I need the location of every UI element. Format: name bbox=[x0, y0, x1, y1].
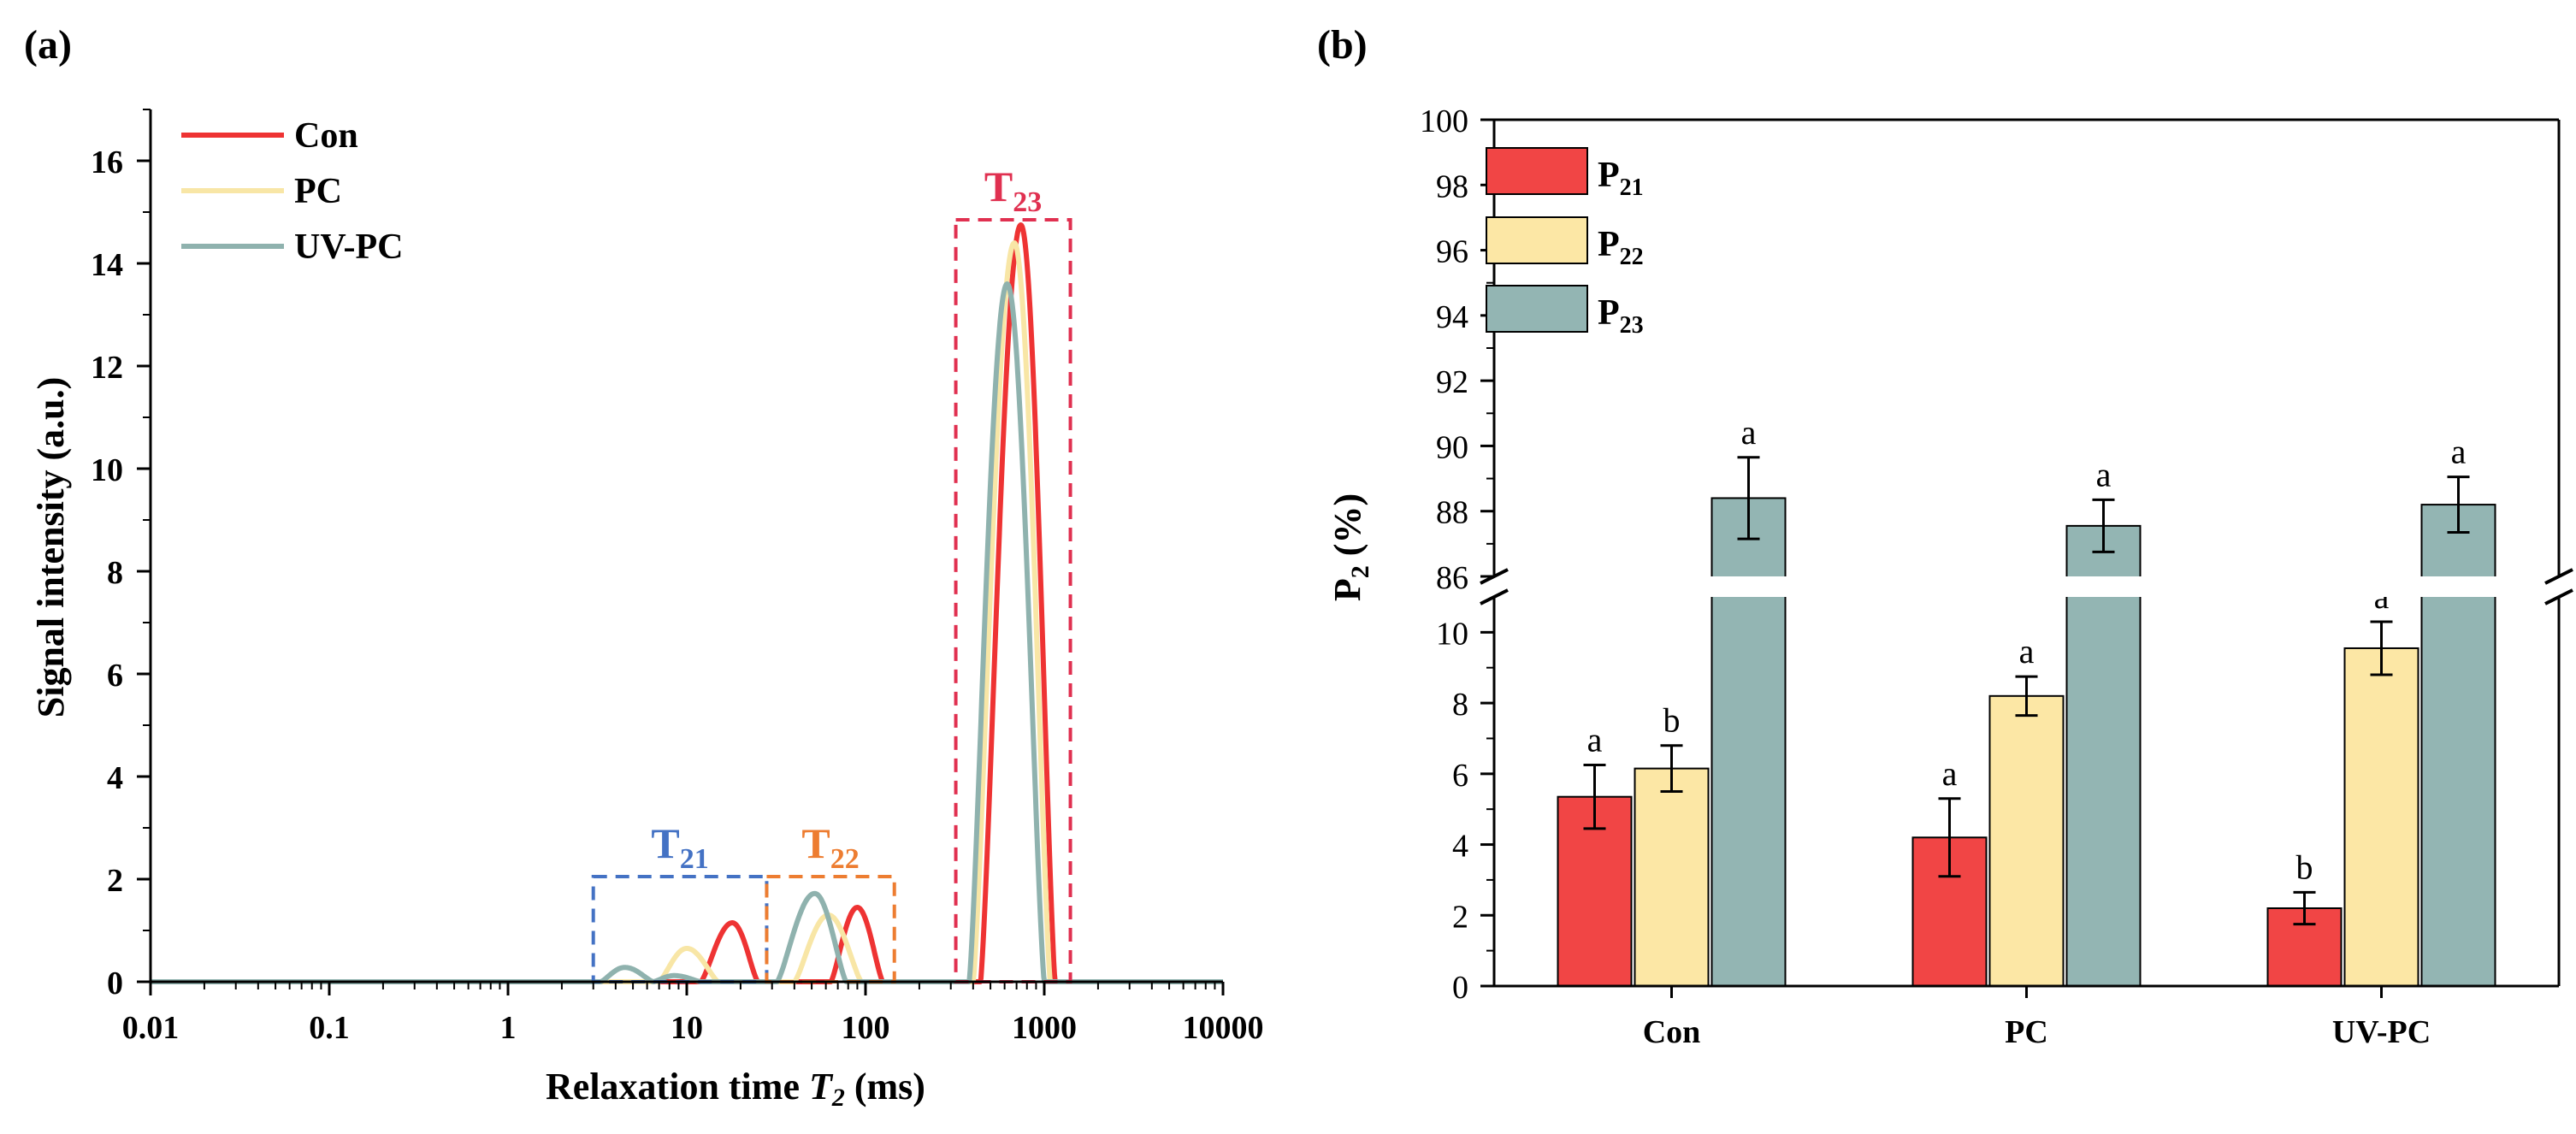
y-tick-label: 14 bbox=[91, 247, 123, 283]
y-tick-label: 6 bbox=[1452, 758, 1468, 794]
bar-con-p22 bbox=[1634, 767, 1710, 988]
legend-label-p21: P21 bbox=[1598, 156, 1644, 201]
y-tick-label: 92 bbox=[1436, 364, 1468, 400]
significance-letter: a bbox=[2451, 433, 2467, 471]
y-tick-label: 12 bbox=[91, 350, 123, 386]
panel-a-x-axis-title: Relaxation time T2 (ms) bbox=[546, 1066, 925, 1112]
x-tick-label: 0.1 bbox=[309, 1010, 350, 1046]
legend-swatch-p22 bbox=[1486, 216, 1588, 264]
x-tick-label: 100 bbox=[842, 1010, 890, 1046]
significance-letter: b bbox=[2296, 848, 2313, 886]
panel-a-legend: Con PC UV-PC bbox=[181, 116, 404, 267]
panel-a-y-axis-title: Signal intensity (a.u.) bbox=[30, 377, 72, 718]
x-tick-label: 0.01 bbox=[122, 1010, 180, 1046]
y-tick-label: 100 bbox=[1420, 103, 1468, 139]
significance-letter: a bbox=[1587, 720, 1603, 759]
significance-letter: b bbox=[1663, 701, 1681, 740]
y-tick-label: 86 bbox=[1436, 560, 1468, 596]
y-tick-label: 96 bbox=[1436, 234, 1468, 270]
annotation-label-t23: T23 bbox=[984, 162, 1042, 218]
x-category-label-pc: PC bbox=[2005, 1014, 2048, 1050]
y-tick-label: 4 bbox=[1452, 829, 1468, 865]
y-tick-label: 10 bbox=[91, 452, 123, 488]
legend-label-pc: PC bbox=[294, 172, 342, 211]
annotation-label-t21: T21 bbox=[651, 819, 708, 875]
legend-label-con: Con bbox=[294, 116, 358, 156]
x-category-label-con: Con bbox=[1643, 1014, 1701, 1050]
y-tick-label: 8 bbox=[107, 555, 123, 591]
annotation-box-t23 bbox=[954, 218, 1072, 983]
y-tick-label: 0 bbox=[107, 966, 123, 1001]
bar-uv-pc-p22 bbox=[2343, 647, 2419, 988]
panel-b-label: (b) bbox=[1317, 22, 1368, 68]
panel-a-y-ticks: 0 2 4 6 8 10 12 14 16 bbox=[91, 109, 151, 1001]
x-tick-label: 1 bbox=[500, 1010, 517, 1046]
bar-con-p23 bbox=[1710, 497, 1787, 987]
x-tick-label: 10000 bbox=[1183, 1010, 1264, 1046]
x-category-label-uv-pc: UV-PC bbox=[2332, 1014, 2431, 1050]
panel-b-legend: P21 P22 P23 bbox=[1486, 147, 1644, 339]
legend-swatch-p21 bbox=[1486, 147, 1588, 195]
significance-letter: a bbox=[1741, 413, 1757, 452]
y-tick-label: 2 bbox=[107, 863, 123, 899]
y-tick-label: 4 bbox=[107, 760, 123, 796]
panel-b-y-axis-title: P2 (%) bbox=[1326, 493, 1374, 601]
y-tick-label: 10 bbox=[1436, 616, 1468, 652]
x-tick-label: 1000 bbox=[1012, 1010, 1077, 1046]
legend-label-uv-pc: UV-PC bbox=[294, 227, 404, 267]
legend-swatch-p23 bbox=[1486, 285, 1588, 333]
y-tick-label: 2 bbox=[1452, 899, 1468, 935]
significance-letter: a bbox=[2019, 632, 2035, 670]
panel-a-x-ticks: 0.01 0.1 1 10 100 1000 10000 bbox=[122, 982, 1264, 1046]
y-tick-label: 0 bbox=[1452, 970, 1468, 1006]
y-tick-label: 8 bbox=[1452, 687, 1468, 723]
x-tick-label: 10 bbox=[671, 1010, 703, 1046]
annotation-label-t22: T22 bbox=[801, 819, 859, 875]
y-tick-label: 98 bbox=[1436, 168, 1468, 204]
y-tick-label: 16 bbox=[91, 145, 123, 180]
y-tick-label: 94 bbox=[1436, 299, 1468, 335]
y-tick-label: 6 bbox=[107, 658, 123, 694]
y-tick-label: 88 bbox=[1436, 495, 1468, 531]
y-tick-label: 90 bbox=[1436, 429, 1468, 465]
panel-b-bars: abaaaabaa bbox=[1557, 413, 2496, 988]
axis-break-band bbox=[1496, 576, 2557, 597]
panel-a: (a) T21 T22 T23 0.01 0.1 1 10 100 1000 10000 0 2 4… bbox=[24, 22, 1264, 1112]
legend-label-p22: P22 bbox=[1598, 225, 1644, 270]
panel-b-y-ticks: 0 2 4 6 8 10 86 88 90 92 94 96 98 100 bbox=[1420, 103, 1494, 1006]
significance-letter: a bbox=[2096, 455, 2112, 493]
panel-b-x-ticks: Con PC UV-PC bbox=[1643, 986, 2431, 1050]
bar-pc-p22 bbox=[1988, 694, 2065, 987]
panel-a-label: (a) bbox=[24, 22, 72, 68]
significance-letter: a bbox=[1942, 754, 1958, 793]
legend-label-p23: P23 bbox=[1598, 293, 1644, 339]
